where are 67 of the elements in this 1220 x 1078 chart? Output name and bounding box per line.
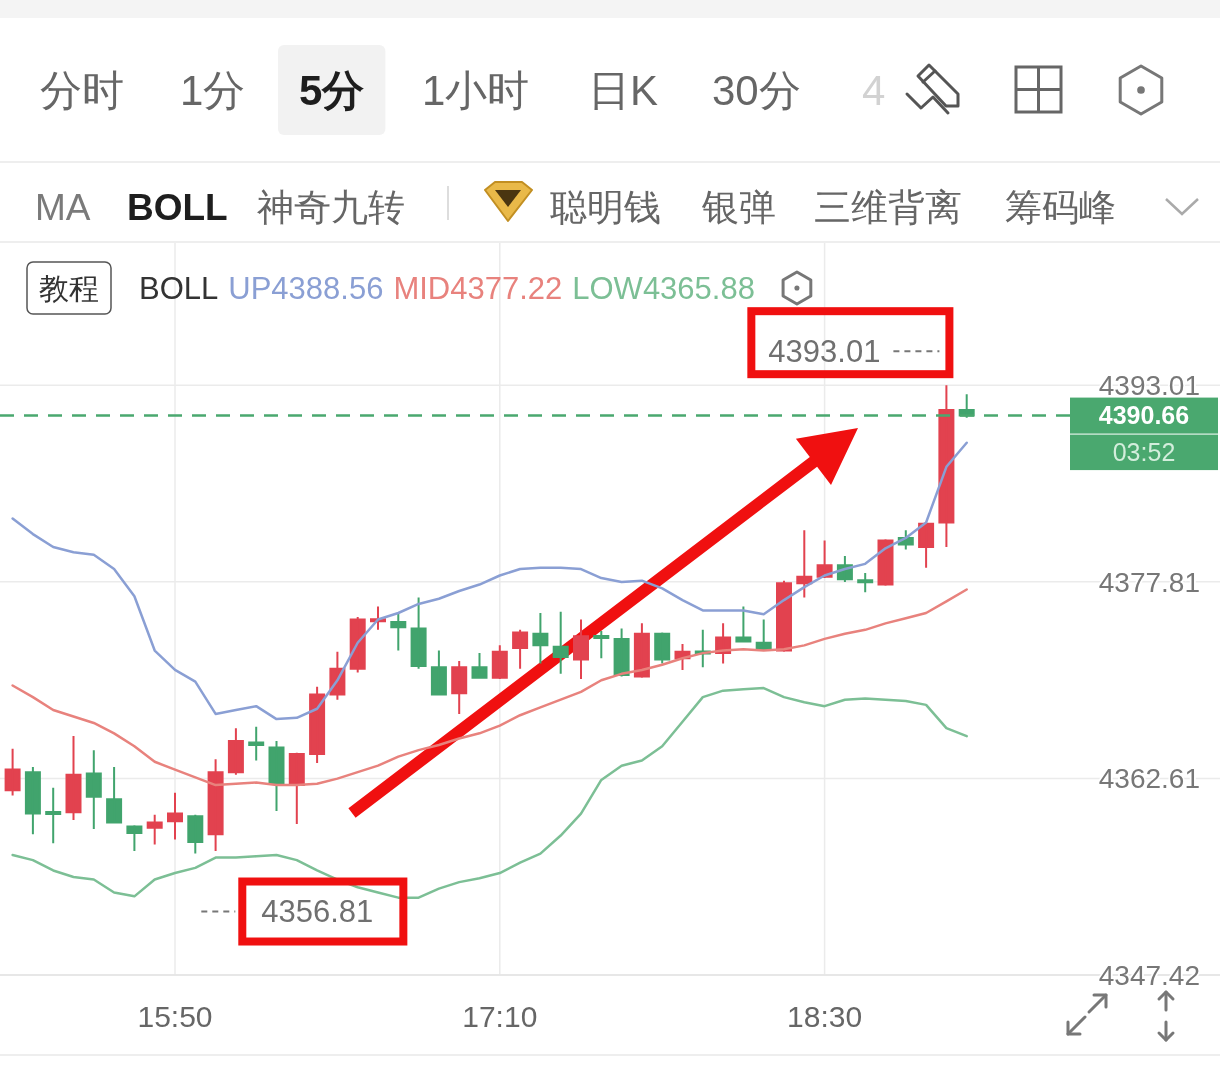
y-tick-label: 4362.61 [1098, 763, 1200, 795]
candlestick [938, 384, 955, 549]
candlestick [410, 596, 427, 670]
annotation: 教程 [39, 271, 99, 305]
text: 神奇九转 [257, 186, 405, 228]
y-tick-label: 4393.01 [1098, 369, 1200, 401]
candlestick [512, 628, 529, 670]
text: 日K [588, 66, 659, 114]
candlestick [857, 571, 874, 594]
text: 1分 [180, 66, 246, 114]
candlestick [146, 813, 163, 846]
candlestick [654, 631, 671, 665]
text: BOLL [127, 186, 228, 228]
text: 30分 [712, 66, 801, 114]
candlestick [187, 813, 204, 855]
candlestick [227, 727, 244, 776]
text: 5分 [299, 66, 365, 114]
annotation: 4356.81 [261, 894, 374, 930]
candlestick [207, 758, 224, 853]
candlestick [471, 652, 488, 679]
candlestick [309, 685, 326, 765]
candlestick [288, 751, 305, 825]
x-tick-label: 18:30 [787, 999, 863, 1033]
x-tick-label: 15:50 [137, 999, 213, 1033]
candlestick [491, 644, 508, 680]
candlestick [390, 612, 407, 652]
candlestick [268, 740, 285, 812]
candlestick [613, 627, 630, 678]
candlestick [24, 765, 41, 836]
line-series [11, 686, 968, 899]
text: 三维背离 [814, 186, 962, 228]
candlestick [248, 725, 265, 762]
candlestick [918, 521, 935, 569]
text: UP4388.56 [228, 270, 384, 306]
y-tick-label: 4377.81 [1098, 566, 1200, 598]
candlestick [85, 749, 102, 831]
candlestick [593, 630, 610, 660]
candlestick [573, 618, 589, 680]
candlestick [532, 612, 549, 665]
y-tick-label: 4347.42 [1098, 959, 1200, 991]
text: MA [35, 186, 91, 228]
line-series [11, 441, 968, 721]
x-tick-label: 17:10 [462, 999, 538, 1033]
text: 银弹 [701, 186, 776, 228]
ref-line-label: 4390.66 [1098, 401, 1190, 430]
candlestick [126, 824, 143, 853]
candlestick [430, 649, 447, 696]
text: 分时 [40, 66, 124, 114]
text: 1小时 [422, 66, 530, 114]
text: LOW4365.88 [572, 270, 755, 306]
candlestick [451, 659, 468, 715]
candlestick [796, 529, 813, 599]
candlestick [65, 734, 82, 822]
line-series [11, 588, 968, 787]
annotation: 4393.01 [768, 334, 881, 370]
candlestick [735, 605, 752, 643]
candlestick [755, 618, 772, 651]
text: MID4377.22 [393, 270, 563, 306]
text: 聪明钱 [550, 186, 661, 228]
text: 03:52 [1112, 437, 1176, 466]
candlestick [4, 747, 21, 797]
candlestick [45, 786, 62, 845]
candlestick [552, 610, 569, 675]
text: 筹码峰 [1005, 186, 1116, 228]
candlestick [106, 765, 123, 824]
candlestick [167, 791, 183, 841]
legend-title: BOLL [139, 270, 219, 306]
